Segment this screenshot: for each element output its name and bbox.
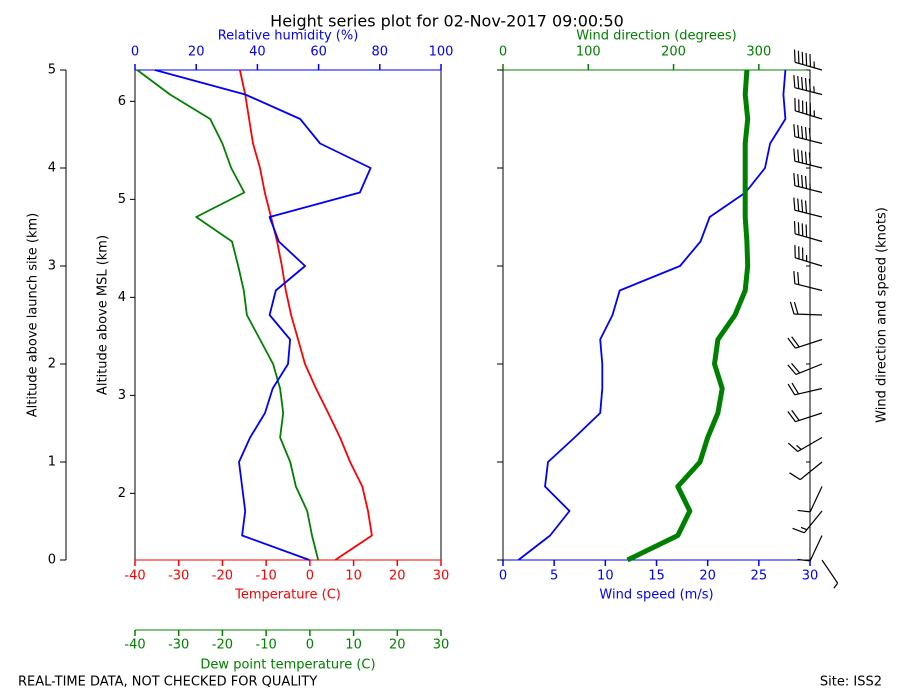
x-tick-label: 100 [429, 45, 454, 60]
y-axis-label: Altitude above launch site (km) [26, 213, 41, 417]
wind-barb [793, 271, 823, 292]
y-tick-label: 1 [48, 455, 56, 470]
x-axis-label: Dew point temperature (C) [200, 658, 375, 673]
x-tick-label: 5 [550, 569, 558, 584]
x-tick-label: -10 [256, 569, 277, 584]
wind-barb [793, 148, 823, 169]
wind-barb [787, 362, 823, 376]
wind-barb [794, 98, 823, 120]
wind-barb [787, 382, 823, 396]
x-tick-label: -40 [124, 569, 145, 584]
wind-barb [789, 461, 823, 481]
data-line [154, 69, 372, 561]
y-tick-label: 4 [48, 161, 56, 176]
chart-title: Height series plot for 02-Nov-2017 09:00… [270, 12, 624, 31]
x-tick-label: 10 [345, 569, 362, 584]
plot-frame [502, 69, 811, 561]
y2-tick-label: 5 [118, 192, 126, 207]
wind-barb [787, 409, 823, 423]
x-tick-label: 80 [372, 45, 389, 60]
x-tick-label: 20 [389, 638, 406, 653]
x-tick-label: 0 [499, 569, 507, 584]
x-tick-label: 20 [188, 45, 205, 60]
x-tick-label: 0 [499, 45, 507, 60]
data-line [626, 69, 751, 563]
wind-barb [821, 559, 839, 589]
y2-tick-label: 4 [118, 290, 126, 305]
y2-axis-label: Altitude above MSL (km) [96, 235, 111, 395]
x-tick-label: 10 [597, 569, 614, 584]
x-tick-label: 20 [699, 569, 716, 584]
x-tick-label: 30 [802, 569, 819, 584]
x-tick-label: -20 [212, 638, 233, 653]
y2-tick-label: 3 [118, 388, 126, 403]
wind-barb [792, 510, 823, 534]
x-tick-label: 60 [310, 45, 327, 60]
x-tick-label: 0 [131, 45, 139, 60]
x-tick-label: 10 [345, 638, 362, 653]
wind-barb [797, 486, 823, 513]
wind-barb [793, 49, 823, 71]
wind-barb [787, 436, 823, 453]
x-tick-label: -30 [168, 638, 189, 653]
y2-tick-label: 2 [118, 486, 126, 501]
x-tick-label: 100 [576, 45, 601, 60]
x-tick-label: 20 [389, 569, 406, 584]
wind-barb [794, 245, 823, 267]
quality-note: REAL-TIME DATA, NOT CHECKED FOR QUALITY [18, 675, 317, 690]
x-tick-label: 0 [306, 569, 314, 584]
x-tick-label: 30 [433, 569, 450, 584]
x-tick-label: -40 [124, 638, 145, 653]
x-axis-label: Relative humidity (%) [218, 29, 359, 44]
wind-barb [793, 124, 823, 145]
x-tick-label: 25 [751, 569, 768, 584]
y-tick-label: 5 [48, 63, 56, 78]
y-tick-label: 0 [48, 553, 56, 568]
wind-barb [797, 535, 823, 562]
data-line [136, 69, 320, 561]
wind-barb [793, 221, 823, 243]
wind-barb [787, 336, 823, 349]
wind-barb [793, 197, 823, 218]
wind-barb [793, 75, 823, 96]
y-tick-label: 2 [48, 357, 56, 372]
x-axis-label: Temperature (C) [234, 588, 341, 603]
barbs-label: Wind direction and speed (knots) [875, 207, 890, 423]
y-tick-label: 3 [48, 259, 56, 274]
x-tick-label: 40 [249, 45, 266, 60]
x-tick-label: 0 [306, 638, 314, 653]
x-axis-label: Wind direction (degrees) [576, 29, 736, 44]
wind-barb [789, 301, 823, 316]
x-tick-label: 300 [746, 45, 771, 60]
site-label: Site: ISS2 [820, 675, 882, 690]
x-tick-label: -20 [212, 569, 233, 584]
wind-barb [793, 173, 823, 194]
y2-tick-label: 6 [118, 94, 126, 109]
data-line [517, 69, 787, 561]
plot-frame [134, 69, 442, 561]
x-axis-label: Wind speed (m/s) [599, 588, 713, 603]
x-tick-label: 30 [433, 638, 450, 653]
data-line [239, 69, 373, 561]
x-tick-label: 15 [648, 569, 665, 584]
x-tick-label: -10 [256, 638, 277, 653]
x-tick-label: 200 [661, 45, 686, 60]
x-tick-label: -30 [168, 569, 189, 584]
